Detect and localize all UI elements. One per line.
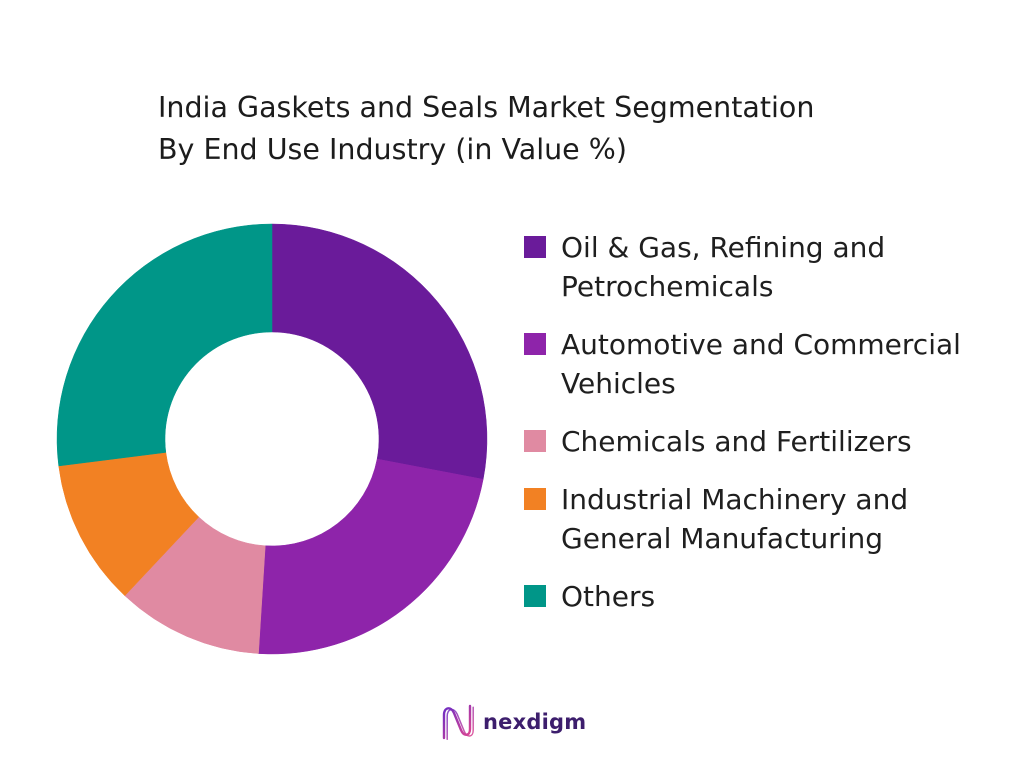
donut-chart [56,223,488,655]
donut-slice-others [56,223,273,467]
legend-item-chemicals: Chemicals and Fertilizers [524,422,981,461]
legend-swatch [524,333,546,355]
legend-swatch [524,430,546,452]
legend-item-oil-gas: Oil & Gas, Refining and Petrochemicals [524,228,981,306]
chart-legend: Oil & Gas, Refining and Petrochemicals A… [524,228,981,616]
legend-swatch [524,488,546,510]
nexdigm-wave-icon [442,704,474,740]
legend-swatch [524,585,546,607]
legend-label: Oil & Gas, Refining and Petrochemicals [561,230,886,303]
chart-title: India Gaskets and Seals Market Segmentat… [158,91,815,166]
nexdigm-logo: nexdigm [440,704,586,740]
legend-item-others: Others [524,577,981,616]
legend-item-automotive: Automotive and Commercial Vehicles [524,325,981,403]
logo-text: nexdigm [483,710,587,734]
legend-label: Automotive and Commercial Vehicles [561,327,961,400]
donut-slices [56,223,488,655]
legend-label: Others [561,579,656,613]
legend-swatch [524,236,546,258]
donut-slice-oil-gas-refining-and-petrochemicals [271,223,488,480]
legend-label: Chemicals and Fertilizers [561,424,912,458]
legend-item-industrial: Industrial Machinery and General Manufac… [524,480,981,558]
legend-label: Industrial Machinery and General Manufac… [561,482,909,555]
donut-slice-automotive-and-commercial-vehicles [258,458,484,655]
